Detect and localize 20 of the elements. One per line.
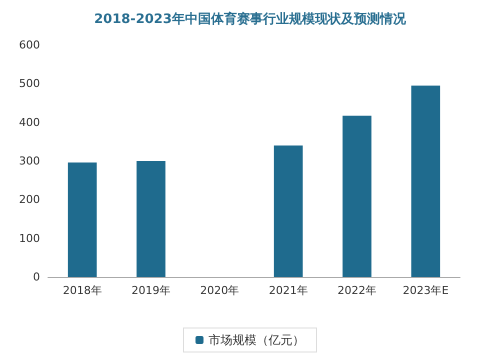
y-tick-label: 0 [33, 270, 40, 284]
y-tick-label: 200 [19, 193, 40, 206]
bar [274, 146, 303, 277]
y-tick-label: 500 [19, 77, 40, 90]
y-tick-label: 300 [19, 154, 40, 168]
y-tick-label: 600 [19, 38, 40, 52]
legend-label: 市场规模（亿元） [208, 333, 304, 347]
x-tick-label: 2019年 [132, 284, 170, 297]
x-tick-label: 2022年 [338, 284, 376, 297]
x-tick-label: 2018年 [62, 284, 102, 297]
bar [68, 162, 97, 277]
x-tick-label: 2021年 [268, 284, 308, 297]
bar [136, 161, 166, 277]
bar [342, 116, 372, 277]
chart-title: 2018-2023年中国体育赛事行业规模现状及预测情况 [94, 11, 407, 27]
y-tick-label: 400 [19, 116, 40, 129]
y-tick-label: 100 [19, 232, 40, 245]
x-tick-label: 2023年E [402, 284, 449, 297]
bar [411, 86, 440, 277]
x-tick-label: 2020年 [200, 284, 240, 297]
